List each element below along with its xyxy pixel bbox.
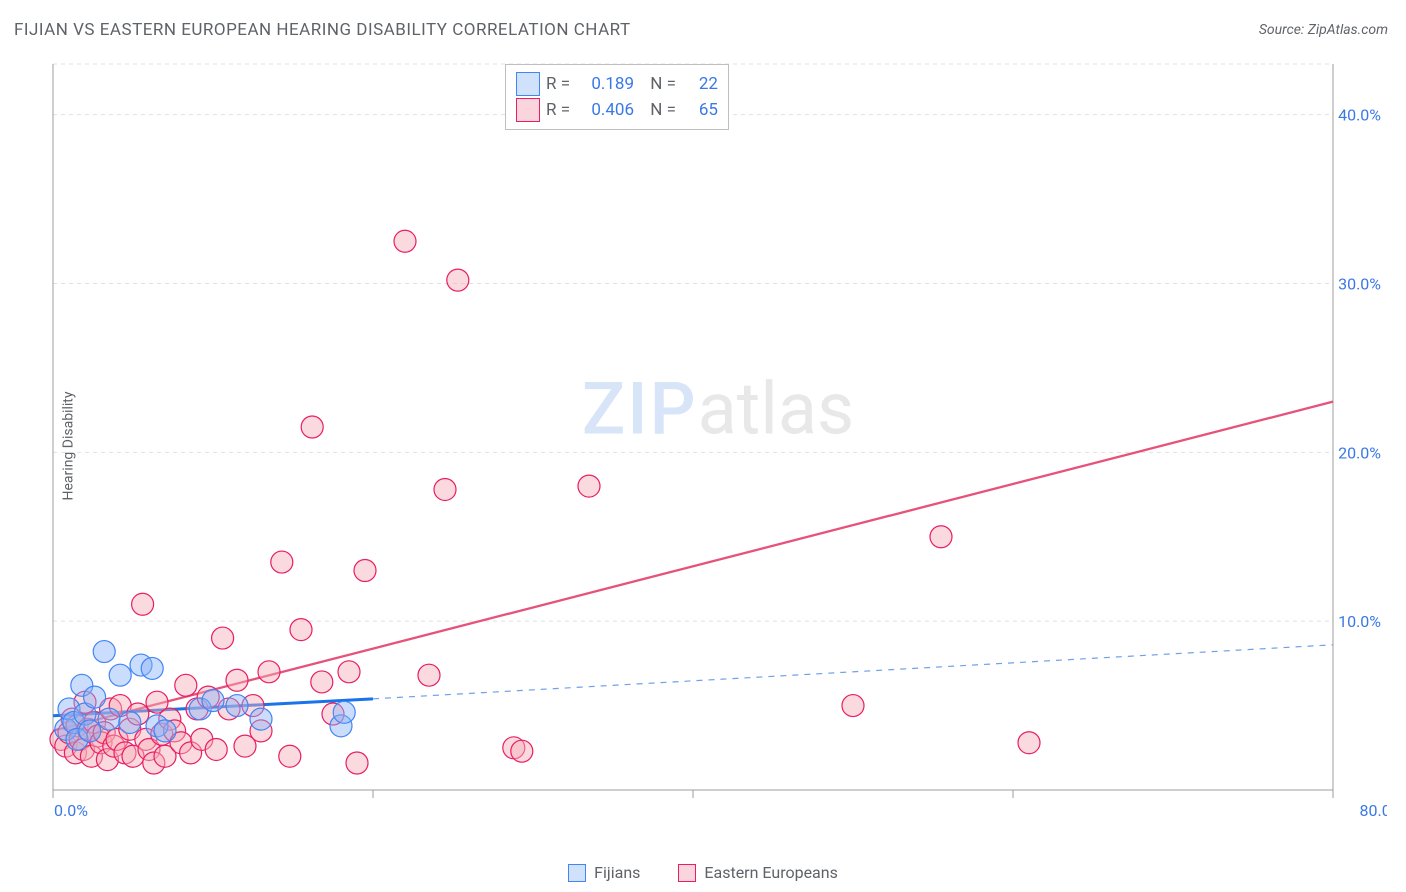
correlation-legend: R = 0.189 N = 22 R = 0.406 N = 65 <box>505 64 729 130</box>
legend-label: Eastern Europeans <box>704 863 837 882</box>
r-value-eeuropeans: 0.406 <box>576 97 634 123</box>
series-legend: Fijians Eastern Europeans <box>0 863 1406 882</box>
legend-item-fijians: Fijians <box>568 863 640 882</box>
svg-text:20.0%: 20.0% <box>1338 443 1381 462</box>
svg-text:0.0%: 0.0% <box>54 801 88 818</box>
n-value-fijians: 22 <box>682 71 718 97</box>
source-label: Source: ZipAtlas.com <box>1259 22 1388 38</box>
legend-item-eeuropeans: Eastern Europeans <box>678 863 837 882</box>
swatch-icon <box>678 864 696 882</box>
scatter-chart-svg: 10.0% 20.0% 30.0% 40.0% 0.0% 80.0% <box>49 60 1387 818</box>
legend-row-fijians: R = 0.189 N = 22 <box>516 71 718 97</box>
chart-title: FIJIAN VS EASTERN EUROPEAN HEARING DISAB… <box>14 20 631 40</box>
chart-area: 10.0%20.0%30.0%40.0%0.0%80.0% ZIPatlas R… <box>49 60 1387 818</box>
n-label: N = <box>650 97 676 123</box>
legend-row-eeuropeans: R = 0.406 N = 65 <box>516 97 718 123</box>
svg-text:40.0%: 40.0% <box>1338 106 1381 125</box>
r-value-fijians: 0.189 <box>576 71 634 97</box>
svg-text:80.0%: 80.0% <box>1360 801 1387 818</box>
n-value-eeuropeans: 65 <box>682 97 718 123</box>
svg-text:30.0%: 30.0% <box>1338 274 1381 293</box>
swatch-fijians <box>516 72 540 96</box>
r-label: R = <box>546 97 570 123</box>
n-label: N = <box>650 71 676 97</box>
r-label: R = <box>546 71 570 97</box>
svg-text:10.0%: 10.0% <box>1338 612 1381 631</box>
legend-label: Fijians <box>594 863 640 882</box>
swatch-icon <box>568 864 586 882</box>
swatch-eeuropeans <box>516 98 540 122</box>
